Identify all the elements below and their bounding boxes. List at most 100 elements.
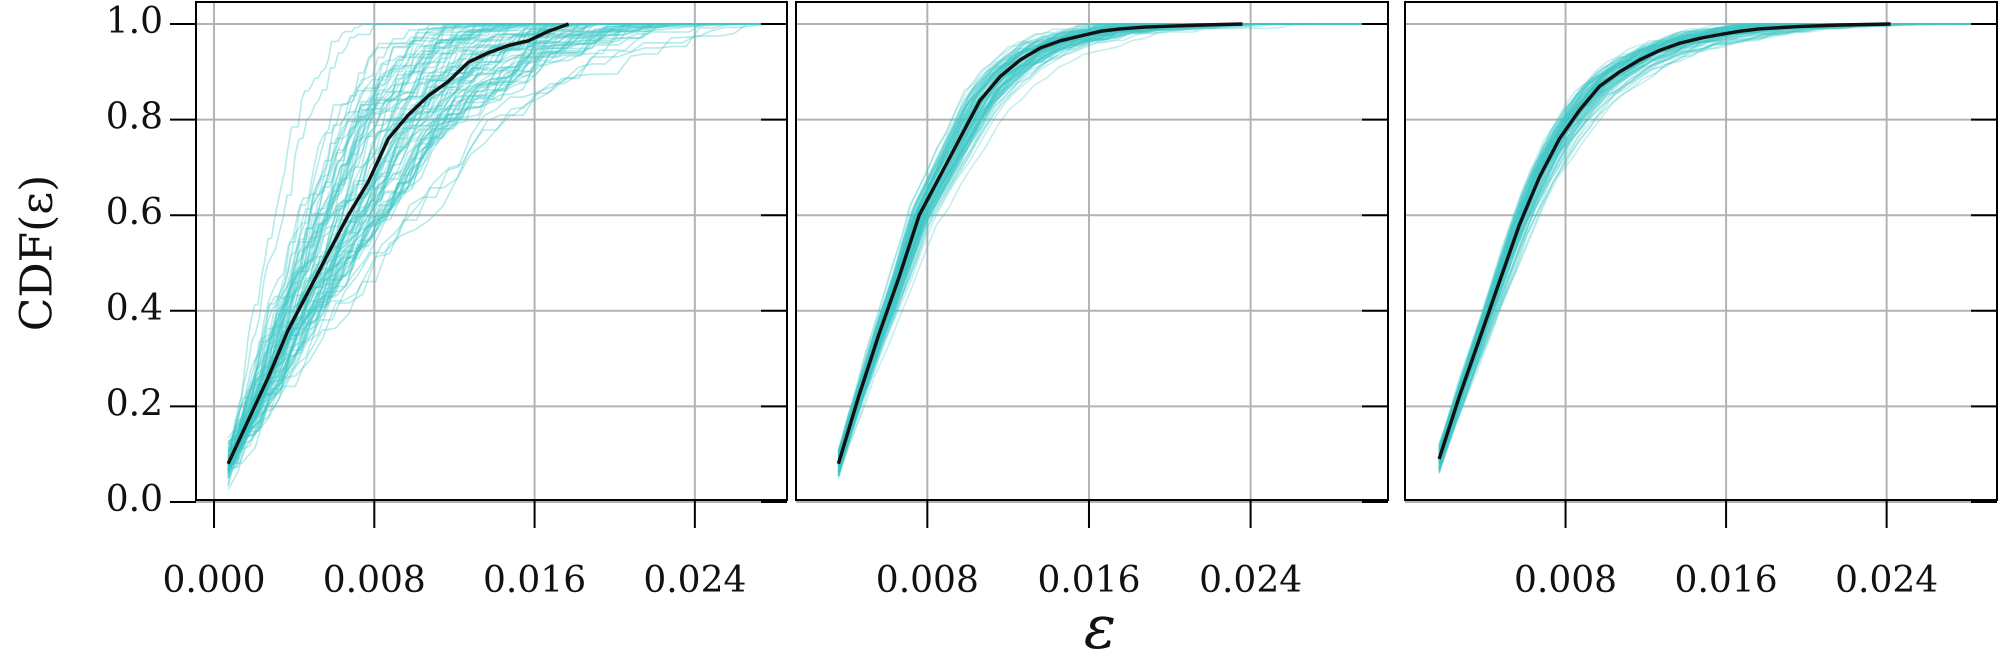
sample-curve	[837, 23, 1286, 458]
sample-curve	[837, 23, 1379, 466]
sample-curve	[228, 23, 526, 450]
sample-curve	[227, 23, 694, 471]
sample-curve	[837, 23, 1267, 471]
sample-curve	[1438, 23, 1937, 450]
sample-curve	[1438, 23, 1927, 469]
sample-curve	[837, 23, 1267, 477]
y-tick-label: 1.0	[106, 1, 163, 42]
sample-curve	[227, 23, 533, 472]
sample-curve	[227, 23, 548, 470]
sample-curve	[227, 23, 596, 487]
sample-curve	[227, 23, 434, 453]
sample-curve	[1438, 23, 1957, 457]
x-tick-label: 0.016	[483, 560, 586, 601]
sample-curve	[227, 23, 693, 473]
sample-curve	[1438, 23, 1994, 470]
sample-curve	[227, 23, 658, 464]
sample-curve	[1438, 23, 1943, 460]
sample-curve	[1438, 23, 1925, 462]
sample-curve	[227, 23, 548, 471]
sample-curve	[227, 23, 575, 472]
sample-curve	[228, 23, 729, 455]
sample-curve	[1438, 23, 1976, 471]
sample-curve	[837, 23, 1282, 473]
sample-curve	[227, 23, 604, 464]
sample-curve	[1438, 23, 1997, 470]
mean-curve-panel-2	[836, 22, 1243, 465]
sample-curve	[1438, 23, 1997, 465]
sample-curve	[837, 23, 1283, 460]
sample-curve	[227, 23, 545, 463]
sample-curve	[227, 23, 704, 439]
sample-curve	[227, 23, 544, 470]
sample-curve	[227, 23, 570, 475]
sample-curve	[1438, 23, 1932, 451]
sample-curve	[1438, 23, 1997, 468]
sample-curve	[227, 23, 738, 458]
sample-curve	[837, 23, 1307, 454]
sample-curve	[227, 23, 661, 468]
sample-curve	[227, 23, 588, 445]
sample-curve	[837, 23, 1318, 454]
sample-curve	[1438, 23, 1964, 452]
sample-curve	[837, 23, 1285, 463]
sample-curve	[227, 23, 568, 457]
x-tick-label: 0.008	[876, 560, 979, 601]
sample-curve	[227, 23, 735, 472]
sample-curve	[837, 23, 1388, 469]
sample-curve	[227, 23, 787, 456]
sample-curve	[227, 23, 599, 469]
sample-curve	[227, 23, 671, 452]
sample-curve	[837, 23, 1281, 464]
sample-curve	[1438, 23, 1997, 467]
x-tick-label: 0.016	[1037, 560, 1140, 601]
sample-curve	[227, 23, 787, 467]
sample-curve	[227, 23, 745, 456]
sample-curve	[227, 23, 767, 467]
sample-curve	[227, 23, 643, 472]
sample-curve	[227, 23, 755, 472]
panel-frames-layer	[170, 1, 1998, 528]
sample-curve	[1438, 23, 1944, 454]
sample-curve	[228, 23, 580, 455]
x-tick-label: 0.024	[643, 560, 746, 601]
sample-curve	[1438, 23, 1962, 450]
sample-curve	[837, 23, 1374, 471]
sample-curve	[227, 23, 459, 454]
sample-curve	[1438, 23, 1942, 457]
x-tick-label: 0.008	[323, 560, 426, 601]
sample-curve	[228, 23, 581, 449]
sample-curve	[227, 23, 579, 466]
x-tick-label: 0.000	[162, 560, 265, 601]
sample-curve	[837, 23, 1279, 456]
mean-curves-layer	[226, 22, 1891, 465]
sample-curve	[837, 23, 1269, 452]
tick-labels-layer: 0.0 0.2 0.4 0.6 0.8 1.0 0.000 0.008 0.016 0.024 0.…	[106, 1, 1938, 601]
panel-frame-panel-3	[1404, 1, 1998, 501]
sample-curve	[227, 23, 740, 466]
sample-curves-layer	[227, 23, 1997, 490]
sample-curve	[227, 23, 647, 468]
panel-frame-panel-2	[795, 1, 1389, 501]
sample-curve	[837, 23, 1381, 473]
y-tick-label: 0.6	[106, 192, 163, 233]
sample-curve	[227, 23, 711, 465]
sample-curve	[227, 23, 724, 475]
panel-frame-panel-1	[195, 1, 788, 501]
sample-curve	[227, 23, 723, 477]
x-tick-label: 0.016	[1675, 560, 1778, 601]
sample-curve	[227, 23, 592, 458]
sample-curve	[227, 23, 545, 471]
sample-curve	[228, 23, 787, 465]
sample-curve	[227, 23, 622, 463]
sample-curve	[1438, 23, 1964, 452]
sample-curve	[1438, 23, 1924, 454]
x-axis-title: ε	[1084, 593, 1116, 663]
sample-curve	[837, 23, 1315, 461]
sample-curve	[837, 23, 1297, 462]
x-tick-label: 0.008	[1514, 560, 1617, 601]
sample-curve	[837, 23, 1285, 458]
sample-curve	[1438, 23, 1953, 456]
sample-curve	[1438, 23, 1949, 451]
